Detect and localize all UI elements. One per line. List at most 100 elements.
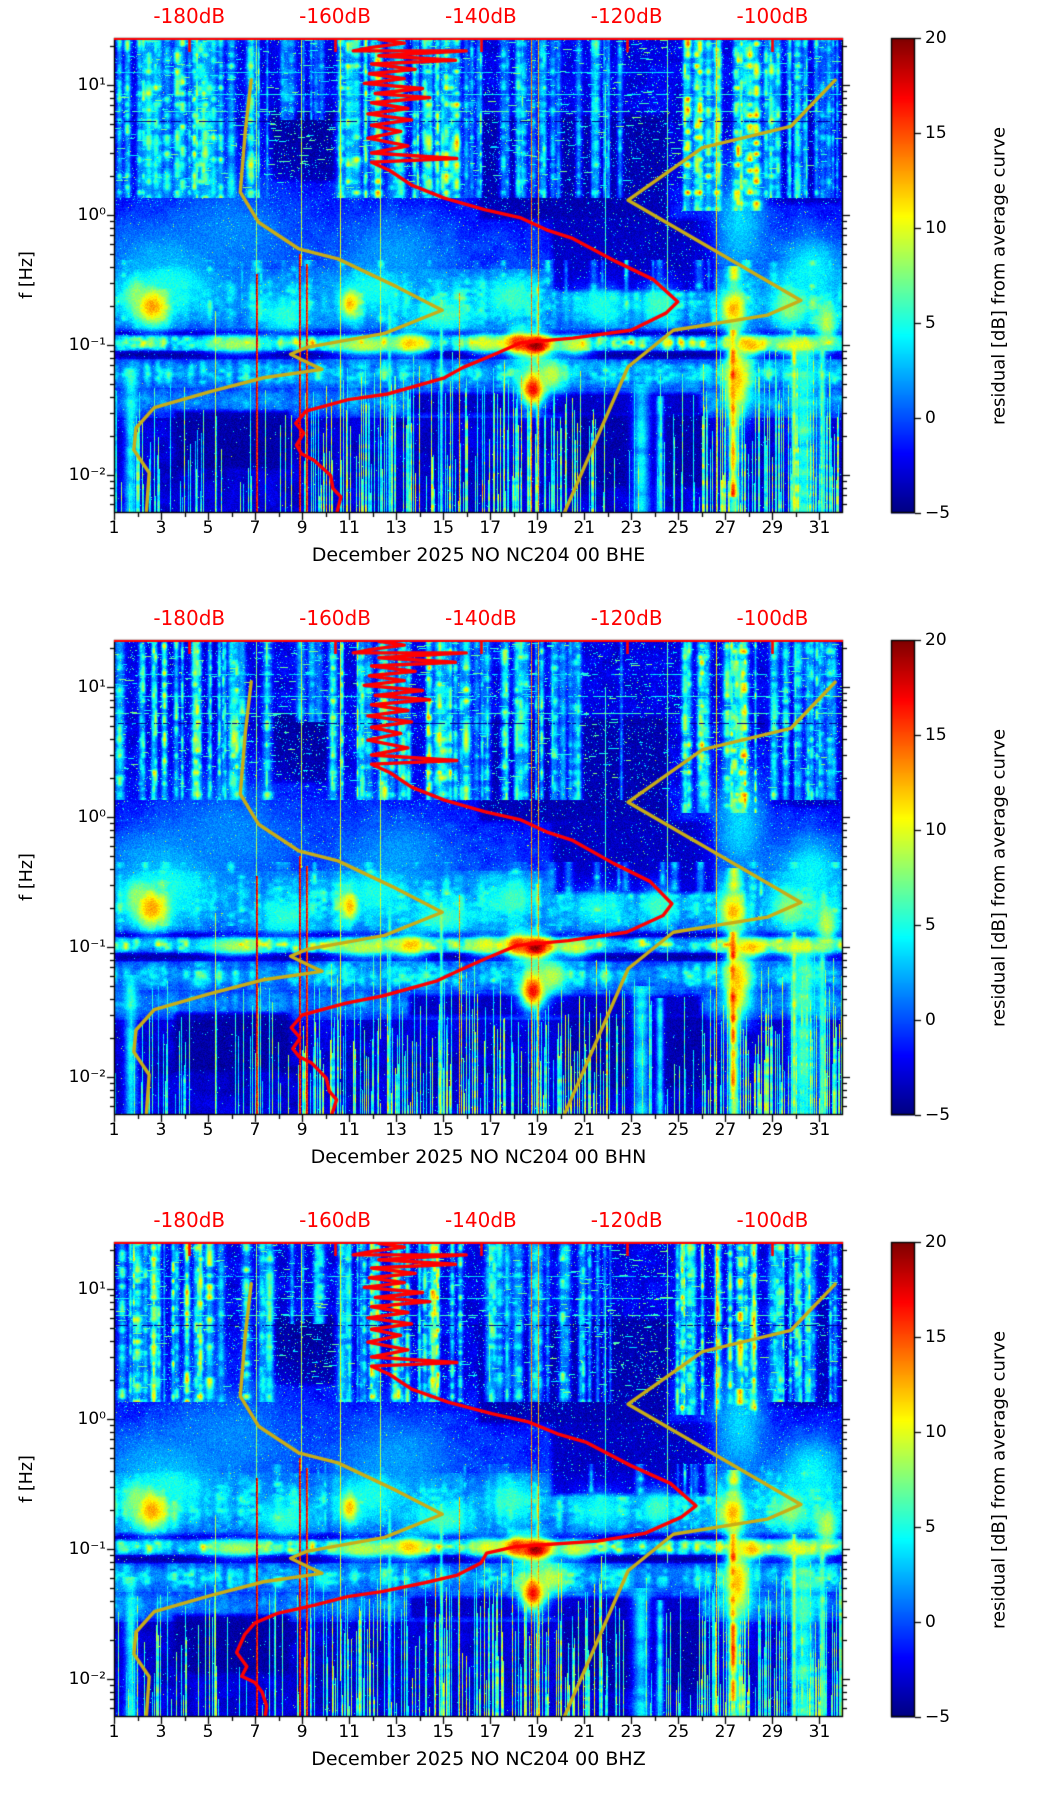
colorbar-tick-label: 5 [925,313,936,333]
colorbar-tick-label: −5 [925,503,951,523]
colorbar-tick-label: 5 [925,915,936,935]
x-tick-label: 19 [526,1120,549,1140]
colorbar-tick-label: 10 [925,218,947,238]
top-axis-db-label: -140dB [444,606,517,630]
x-tick-label: 7 [249,1120,261,1140]
x-tick-label: 13 [385,518,408,538]
colorbar-tick-label: 20 [925,1232,947,1252]
y-tick-label: 10⁻² [68,465,106,486]
x-tick-label: 1 [108,1722,120,1742]
x-tick-label: 17 [479,518,502,538]
top-axis-db-label: -180dB [153,1208,226,1232]
colorbar-tick-label: −5 [925,1707,951,1727]
top-axis-db-label: -120dB [590,606,663,630]
x-tick-label: 15 [432,518,455,538]
top-axis-db-label: -100dB [736,1208,809,1232]
x-tick-label: 31 [808,1120,831,1140]
y-tick-label: 10¹ [77,677,106,698]
x-tick-label: 11 [338,1120,360,1140]
x-tick-label: 23 [620,1120,643,1140]
x-tick-label: 27 [714,1722,737,1742]
y-tick-label: 10⁻¹ [68,937,106,958]
x-tick-label: 19 [526,1722,549,1742]
x-tick-label: 25 [667,1722,690,1742]
colorbar-tick-label: 10 [925,1422,947,1442]
x-tick-label: 29 [761,1120,784,1140]
x-tick-label: 13 [385,1120,408,1140]
top-axis-db-label: -160dB [299,1208,371,1232]
x-tick-label: 11 [338,518,360,538]
x-tick-label: 23 [620,1722,643,1742]
colorbar-tick-label: 15 [925,725,947,745]
x-axis-title: December 2025 NO NC204 00 BHE [311,544,646,566]
colorbar-tick-label: 15 [925,1327,947,1347]
y-tick-label: 10⁻¹ [68,335,106,356]
colorbar-tick-label: 0 [925,1010,936,1030]
top-axis-db-label: -100dB [736,4,809,28]
x-tick-label: 17 [479,1120,502,1140]
x-tick-label: 9 [296,1722,308,1742]
y-tick-label: 10⁰ [77,1409,106,1430]
x-tick-label: 21 [573,518,596,538]
top-axis-db-label: -160dB [299,606,371,630]
x-tick-label: 21 [573,1722,596,1742]
top-axis-db-label: -140dB [444,1208,517,1232]
top-axis-db-label: -160dB [299,4,371,28]
spectrogram-canvas [0,1204,1052,1806]
x-tick-label: 27 [714,1120,737,1140]
colorbar-label: residual [dB] from average curve [988,126,1010,426]
spectrogram-panel-bhe: -180dB -160dB -140dB -120dB -100dB 10¹ 10⁰ 10⁻… [0,0,1052,602]
colorbar-tick-label: 15 [925,123,947,143]
y-tick-label: 10⁰ [77,807,106,828]
x-tick-label: 13 [385,1722,408,1742]
x-tick-label: 15 [432,1722,455,1742]
y-axis-label: f [Hz] [17,1455,37,1503]
x-tick-label: 31 [808,1722,831,1742]
spectrogram-canvas [0,0,1052,602]
x-tick-label: 5 [202,1722,214,1742]
x-tick-label: 7 [249,518,261,538]
y-axis-label: f [Hz] [17,853,37,901]
spectrogram-panel-bhz: -180dB -160dB -140dB -120dB -100dB 10¹ 10⁰ 10⁻… [0,1204,1052,1806]
x-tick-label: 3 [155,1722,167,1742]
x-tick-label: 7 [249,1722,261,1742]
y-tick-label: 10¹ [77,75,106,96]
spectrogram-panel-bhn: -180dB -160dB -140dB -120dB -100dB 10¹ 10⁰ 10⁻… [0,602,1052,1204]
x-tick-label: 1 [108,518,120,538]
x-tick-label: 27 [714,518,737,538]
spectrogram-canvas [0,602,1052,1204]
x-tick-label: 21 [573,1120,596,1140]
x-tick-label: 3 [155,518,167,538]
x-tick-label: 1 [108,1120,120,1140]
x-tick-label: 25 [667,1120,690,1140]
top-axis-db-label: -180dB [153,4,226,28]
y-tick-label: 10¹ [77,1279,106,1300]
x-tick-label: 9 [296,1120,308,1140]
y-tick-label: 10⁰ [77,205,106,226]
x-tick-label: 9 [296,518,308,538]
colorbar-tick-label: 10 [925,820,947,840]
x-axis-title: December 2025 NO NC204 00 BHN [310,1146,647,1168]
x-tick-label: 29 [761,1722,784,1742]
x-axis-title: December 2025 NO NC204 00 BHZ [311,1748,646,1770]
y-axis-label: f [Hz] [17,251,37,299]
top-axis-db-label: -120dB [590,1208,663,1232]
top-axis-db-label: -140dB [444,4,517,28]
colorbar-tick-label: −5 [925,1105,951,1125]
x-tick-label: 25 [667,518,690,538]
top-axis-db-label: -120dB [590,4,663,28]
x-tick-label: 29 [761,518,784,538]
top-axis-db-label: -100dB [736,606,809,630]
x-tick-label: 23 [620,518,643,538]
x-tick-label: 15 [432,1120,455,1140]
colorbar-tick-label: 20 [925,28,947,48]
colorbar-label: residual [dB] from average curve [988,1330,1010,1630]
x-tick-label: 17 [479,1722,502,1742]
y-tick-label: 10⁻¹ [68,1539,106,1560]
y-tick-label: 10⁻² [68,1067,106,1088]
colorbar-tick-label: 5 [925,1517,936,1537]
x-tick-label: 3 [155,1120,167,1140]
colorbar-tick-label: 0 [925,408,936,428]
top-axis-db-label: -180dB [153,606,226,630]
